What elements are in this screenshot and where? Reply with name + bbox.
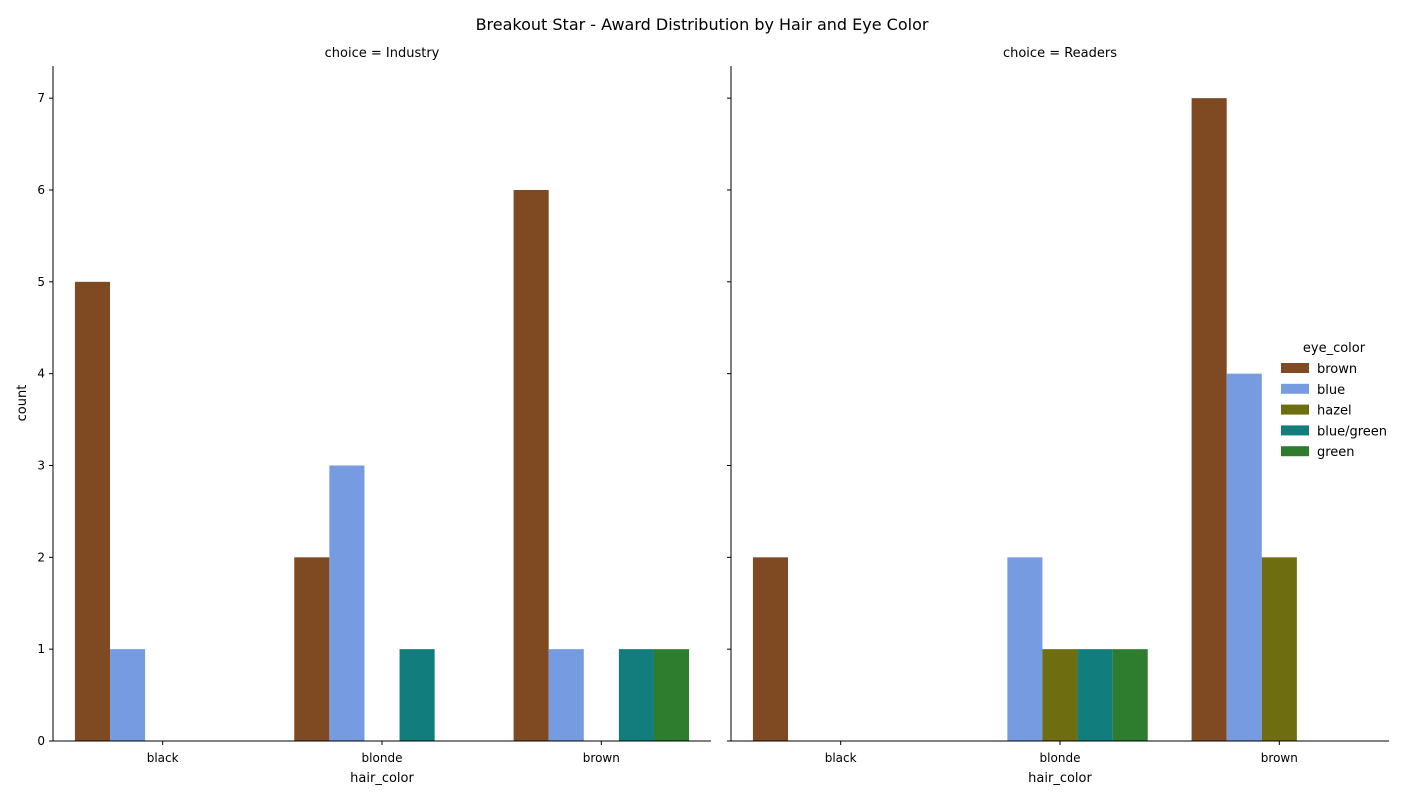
y-tick-label-6: 6	[37, 183, 45, 197]
y-tick-label-3: 3	[37, 458, 45, 472]
legend-label-hazel: hazel	[1317, 404, 1352, 419]
bar-blue-green-blonde	[399, 649, 435, 741]
bar-blue-brown	[1226, 373, 1262, 741]
bar-hazel-blonde	[1042, 649, 1078, 741]
legend-swatch-brown	[1281, 363, 1309, 373]
bar-blue-black	[110, 649, 146, 741]
y-axis-label: count	[15, 385, 30, 422]
chart-title: Breakout Star - Award Distribution by Ha…	[476, 15, 929, 34]
bar-brown-brown	[513, 189, 549, 742]
bar-brown-black	[752, 557, 789, 741]
panel-industry: choice = Industry hair_color count	[15, 46, 440, 786]
y-tick-label-2: 2	[37, 550, 45, 564]
legend: eye_color brown blue hazel blue/green green	[1281, 341, 1387, 460]
bar-blue-brown	[548, 649, 584, 741]
bar-brown-black	[74, 281, 111, 741]
panel-title-industry: choice = Industry	[325, 46, 440, 61]
panel-industry-plot: black blonde brown 0 1 2 3 4 5 6 7	[37, 66, 711, 765]
legend-label-brown: brown	[1317, 362, 1357, 377]
bar-blue-green-blonde	[1077, 649, 1113, 741]
bar-green-blonde	[1112, 649, 1148, 741]
x-tick-label-brown: brown	[1261, 751, 1298, 765]
y-tick-label-1: 1	[37, 642, 45, 656]
legend-label-blue-green: blue/green	[1317, 424, 1387, 439]
bar-blue-blonde	[329, 465, 365, 741]
x-tick-label-black: black	[147, 751, 179, 765]
y-tick-label-4: 4	[37, 367, 45, 381]
x-tick-label-blonde: blonde	[1040, 751, 1081, 765]
bar-brown-blonde	[294, 557, 330, 741]
panel-readers: choice = Readers hair_color	[1003, 46, 1117, 786]
bar-green-brown	[653, 649, 690, 741]
panel-readers-plot: black blonde brown	[727, 66, 1389, 765]
legend-swatch-hazel	[1281, 404, 1309, 415]
x-tick-label-blonde: blonde	[362, 751, 403, 765]
x-tick-label-black: black	[825, 751, 857, 765]
bar-brown-brown	[1191, 98, 1227, 741]
legend-swatch-blue-green	[1281, 425, 1309, 436]
legend-title: eye_color	[1303, 341, 1366, 356]
x-tick-label-brown: brown	[583, 751, 620, 765]
legend-swatch-blue	[1281, 383, 1309, 394]
y-tick-label-7: 7	[37, 91, 45, 105]
y-tick-label-0: 0	[37, 734, 45, 748]
x-axis-label-industry: hair_color	[350, 771, 414, 786]
legend-label-blue: blue	[1317, 383, 1345, 398]
legend-label-green: green	[1317, 445, 1355, 460]
bar-hazel-brown	[1261, 557, 1297, 741]
panel-title-readers: choice = Readers	[1003, 46, 1117, 61]
bar-blue-green-brown	[618, 649, 654, 741]
y-tick-label-5: 5	[37, 275, 45, 289]
legend-swatch-green	[1281, 446, 1309, 457]
x-axis-label-readers: hair_color	[1028, 771, 1092, 786]
bar-blue-blonde	[1007, 557, 1043, 741]
